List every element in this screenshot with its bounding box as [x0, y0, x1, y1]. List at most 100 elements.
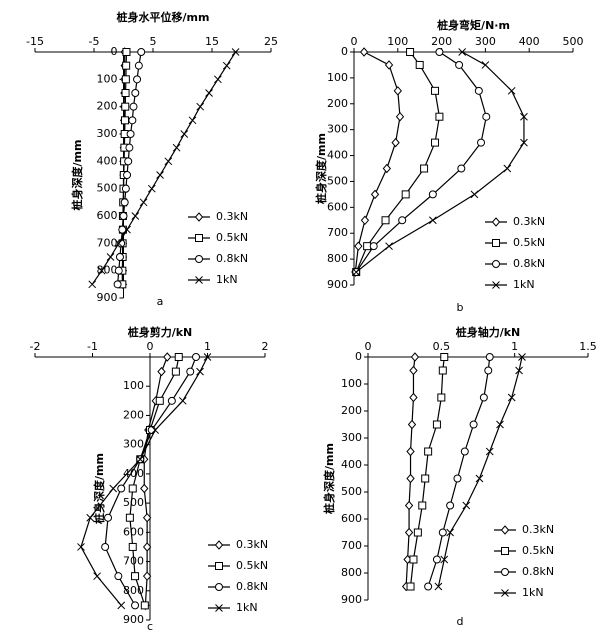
- y-tick-label: 500: [97, 182, 118, 195]
- y-tick-label: 700: [97, 236, 118, 249]
- marker: [503, 164, 512, 173]
- marker: [142, 542, 152, 552]
- marker: [457, 164, 466, 173]
- marker: [496, 420, 504, 429]
- x-tick-label: 15: [205, 35, 219, 48]
- marker: [114, 572, 123, 581]
- x-tick-label: 5: [150, 35, 157, 48]
- marker: [407, 419, 417, 430]
- marker: [434, 582, 443, 591]
- y-tick-label: 200: [97, 100, 118, 113]
- marker: [121, 89, 130, 97]
- marker: [352, 268, 361, 276]
- y-tick-label: 600: [327, 200, 348, 213]
- marker: [446, 528, 454, 537]
- marker: [156, 171, 164, 179]
- legend-label: 1kN: [522, 586, 544, 599]
- x-tick-label: 300: [475, 35, 496, 48]
- x-tick-label: 200: [431, 35, 452, 48]
- marker: [196, 102, 205, 111]
- marker: [406, 48, 415, 56]
- marker: [437, 393, 446, 402]
- marker: [157, 366, 166, 377]
- x-tick-label: 0.5: [433, 340, 451, 353]
- series-line: [129, 356, 180, 606]
- marker: [203, 353, 212, 361]
- marker: [401, 190, 410, 199]
- series-line: [91, 51, 237, 285]
- marker: [121, 102, 130, 111]
- y-tick-label: 400: [327, 149, 348, 162]
- series-line: [409, 356, 445, 587]
- chart-title: 桩身水平位移/mm: [117, 10, 210, 24]
- marker: [462, 501, 471, 510]
- y-tick-label: 700: [327, 226, 348, 239]
- y-tick-label: 800: [341, 566, 362, 579]
- marker: [122, 61, 131, 70]
- legend-label: 0.8kN: [236, 580, 268, 593]
- chart-title: 桩身轴力/kN: [456, 325, 521, 339]
- marker: [117, 601, 126, 610]
- marker: [131, 572, 140, 581]
- marker: [518, 353, 526, 361]
- subplot: 桩身轴力/kN 0 0.5 1 1.5 0 100 200 300 400 500 600 700 800…: [322, 325, 597, 628]
- marker: [435, 48, 444, 56]
- marker: [186, 367, 195, 376]
- marker: [520, 138, 528, 147]
- y-tick-label: 300: [123, 438, 144, 451]
- y-tick-label: 700: [341, 539, 362, 552]
- marker: [125, 143, 134, 152]
- marker: [115, 253, 124, 261]
- marker: [123, 171, 132, 179]
- marker: [97, 266, 106, 275]
- marker: [382, 163, 392, 174]
- marker: [121, 75, 130, 84]
- series-line: [80, 356, 209, 606]
- series-line: [437, 356, 523, 587]
- marker: [435, 112, 444, 121]
- marker: [140, 601, 149, 610]
- subplot: 桩身水平位移/mm -15 -5 5 15 25 0 100 200 300 400 500 600 70…: [26, 10, 278, 308]
- marker: [114, 266, 123, 275]
- marker: [404, 500, 414, 511]
- marker: [381, 216, 390, 225]
- marker: [424, 582, 433, 591]
- y-tick-label: 200: [123, 408, 144, 421]
- x-tick-label: 400: [519, 35, 540, 48]
- marker: [477, 138, 486, 147]
- x-tick-label: 2: [262, 340, 269, 353]
- marker: [124, 157, 133, 166]
- marker: [475, 474, 484, 483]
- y-tick-label: 600: [123, 525, 144, 538]
- x-tick-label: 0: [365, 340, 372, 353]
- marker: [458, 48, 467, 56]
- y-tick-label: 800: [97, 264, 118, 277]
- marker: [195, 234, 203, 242]
- legend-label: 0.8kN: [522, 565, 554, 578]
- marker: [113, 280, 122, 289]
- series-line: [104, 356, 197, 606]
- marker: [137, 48, 146, 56]
- y-tick-label: 500: [327, 174, 348, 187]
- marker: [428, 216, 437, 225]
- marker: [360, 215, 370, 226]
- marker: [214, 75, 222, 84]
- marker: [438, 528, 447, 537]
- marker: [491, 217, 501, 227]
- legend-label: 0.3kN: [522, 523, 554, 536]
- marker: [126, 130, 135, 138]
- marker: [117, 484, 126, 493]
- legend-label: 0.3kN: [216, 210, 248, 223]
- marker: [409, 392, 418, 403]
- marker: [215, 604, 223, 612]
- subplot: 桩身剪力/kN-2 -1 0 1 210020030040050060070080090…: [30, 325, 269, 633]
- marker: [164, 157, 173, 166]
- marker: [128, 116, 137, 125]
- marker: [123, 225, 131, 234]
- marker: [409, 365, 418, 376]
- x-tick-label: 0: [147, 340, 154, 353]
- marker: [131, 212, 140, 220]
- marker: [222, 61, 231, 70]
- marker: [155, 396, 164, 405]
- marker: [492, 239, 500, 247]
